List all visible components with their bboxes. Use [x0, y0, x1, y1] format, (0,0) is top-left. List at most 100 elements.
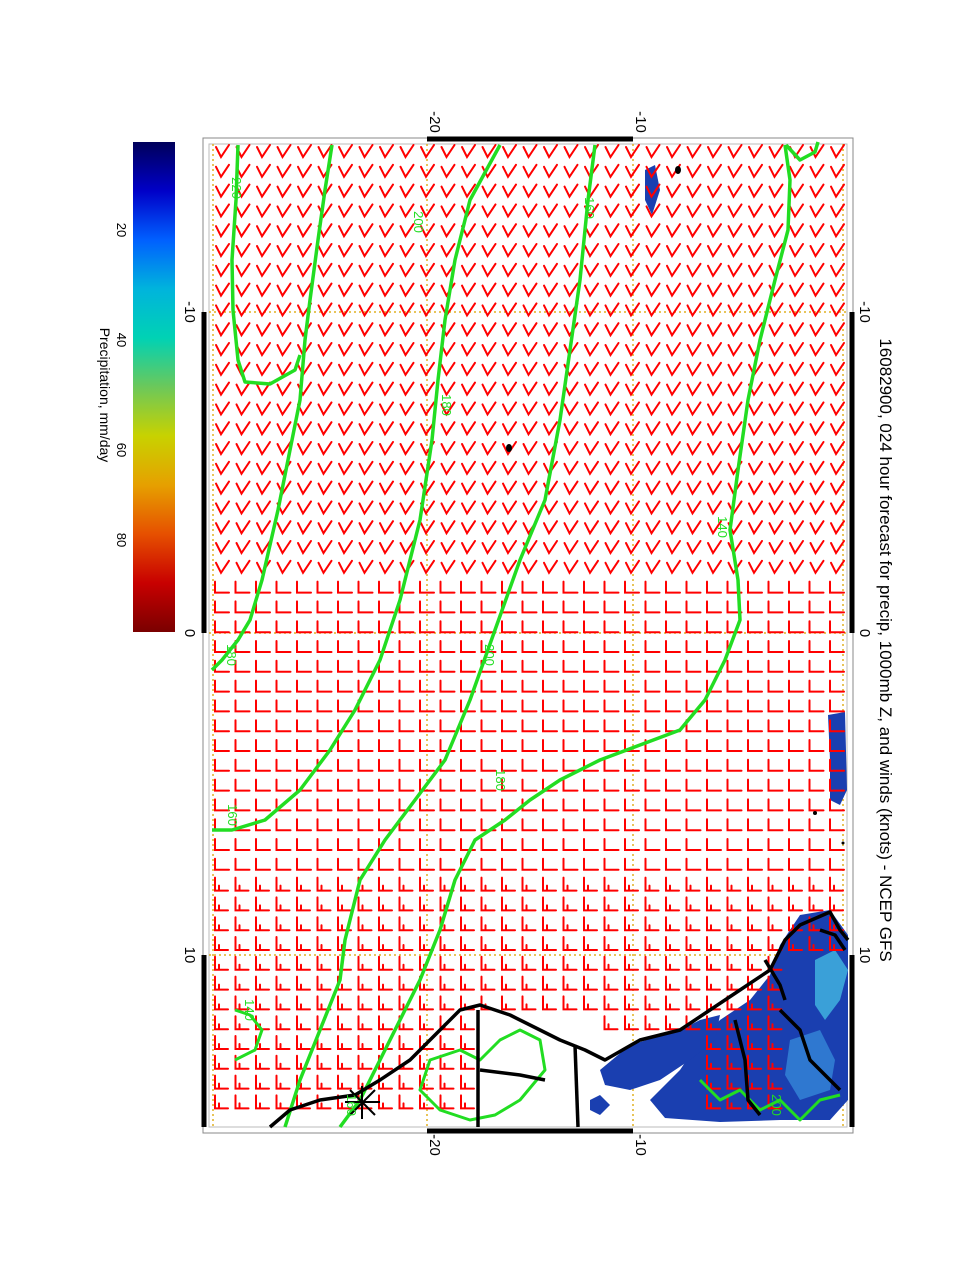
wind-barb	[521, 620, 538, 634]
wind-barb	[420, 520, 435, 536]
wind-barb	[214, 838, 230, 851]
wind-barb	[645, 322, 661, 338]
wind-barb	[624, 580, 640, 594]
wind-barb	[481, 520, 497, 536]
wind-barb	[357, 1015, 373, 1031]
wind-barb	[542, 659, 558, 673]
wind-barb	[727, 381, 743, 397]
wind-barb	[624, 857, 640, 871]
wind-barb	[706, 975, 721, 991]
contour-label: 200	[411, 211, 426, 233]
wind-barb	[378, 857, 394, 871]
wind-barb	[686, 381, 702, 397]
wind-barb	[460, 936, 475, 951]
wind-barb	[357, 758, 374, 772]
wind-barb	[255, 580, 271, 594]
wind-barb	[256, 144, 271, 159]
wind-barb	[501, 659, 517, 673]
wind-barb	[666, 441, 681, 456]
wind-barb	[584, 381, 599, 397]
wind-barb	[767, 818, 784, 832]
wind-barb	[420, 401, 435, 417]
wind-barb	[256, 441, 271, 456]
wind-barb	[603, 838, 620, 851]
wind-barb	[501, 857, 517, 871]
wind-barb	[830, 322, 845, 338]
wind-barb	[625, 421, 640, 437]
wind-barb	[808, 679, 825, 693]
wind-barb	[296, 896, 311, 912]
wind-barb	[461, 342, 476, 357]
wind-barb	[276, 381, 292, 397]
wind-barb	[665, 739, 681, 752]
wind-barb	[727, 401, 743, 417]
wind-barb	[562, 758, 579, 772]
wind-barb	[317, 559, 333, 575]
wind-barb	[543, 243, 558, 258]
wind-barb	[686, 183, 702, 199]
wind-barb	[686, 559, 702, 575]
wind-barb	[338, 361, 353, 377]
wind-barb	[480, 580, 497, 594]
contour-label: 200	[482, 644, 497, 666]
wind-barb	[379, 342, 394, 357]
wind-barb	[255, 699, 271, 713]
wind-barb	[666, 381, 681, 397]
wind-barb	[460, 896, 475, 912]
wind-barb	[215, 540, 230, 555]
wind-barb	[603, 876, 619, 892]
wind-barb	[788, 580, 804, 594]
wind-barb	[378, 739, 394, 752]
wind-barb	[747, 739, 763, 752]
wind-barb	[685, 679, 702, 693]
wind-barb	[275, 857, 292, 871]
wind-barb	[480, 640, 497, 653]
wind-barb	[686, 361, 702, 377]
wind-barb	[665, 818, 681, 832]
wind-barb	[767, 679, 784, 693]
wind-barb	[275, 838, 292, 851]
wind-barb	[767, 640, 784, 653]
wind-barb	[296, 916, 311, 932]
wind-barb	[234, 699, 251, 713]
wind-barb	[625, 559, 640, 575]
wind-barb	[707, 540, 722, 555]
wind-barb	[440, 520, 456, 536]
wind-barb	[440, 421, 456, 437]
wind-barb	[788, 857, 804, 871]
wind-barb	[830, 361, 845, 377]
wind-barb	[317, 203, 333, 219]
wind-barb	[276, 223, 292, 239]
wind-barb	[747, 916, 762, 932]
wind-barb	[255, 936, 270, 951]
wind-barb	[378, 955, 393, 971]
wind-barb	[440, 163, 456, 179]
wind-barb	[521, 896, 537, 912]
wind-barb	[338, 183, 353, 199]
wind-barb	[604, 460, 620, 476]
wind-barb	[235, 401, 251, 417]
wind-barb	[748, 460, 763, 476]
wind-barb	[440, 144, 456, 159]
wind-barb	[398, 995, 414, 1011]
wind-barb	[809, 401, 825, 417]
wind-barb	[420, 223, 435, 239]
wind-barb	[419, 798, 435, 812]
wind-barb	[808, 857, 825, 871]
wind-barb	[255, 995, 270, 1011]
wind-barb	[726, 916, 742, 932]
wind-barb	[276, 342, 292, 357]
wind-barb	[480, 857, 497, 871]
wind-barb	[625, 183, 640, 199]
wind-barb	[379, 302, 394, 318]
wind-barb	[215, 243, 230, 258]
wind-barb	[645, 401, 661, 417]
wind-barb	[808, 659, 825, 673]
wind-barb	[419, 876, 434, 892]
wind-barb	[357, 798, 374, 812]
wind-barb	[460, 955, 475, 971]
wind-barb	[276, 520, 292, 536]
wind-barb	[235, 223, 251, 239]
wind-barb	[501, 758, 517, 772]
wind-barb	[215, 223, 230, 239]
